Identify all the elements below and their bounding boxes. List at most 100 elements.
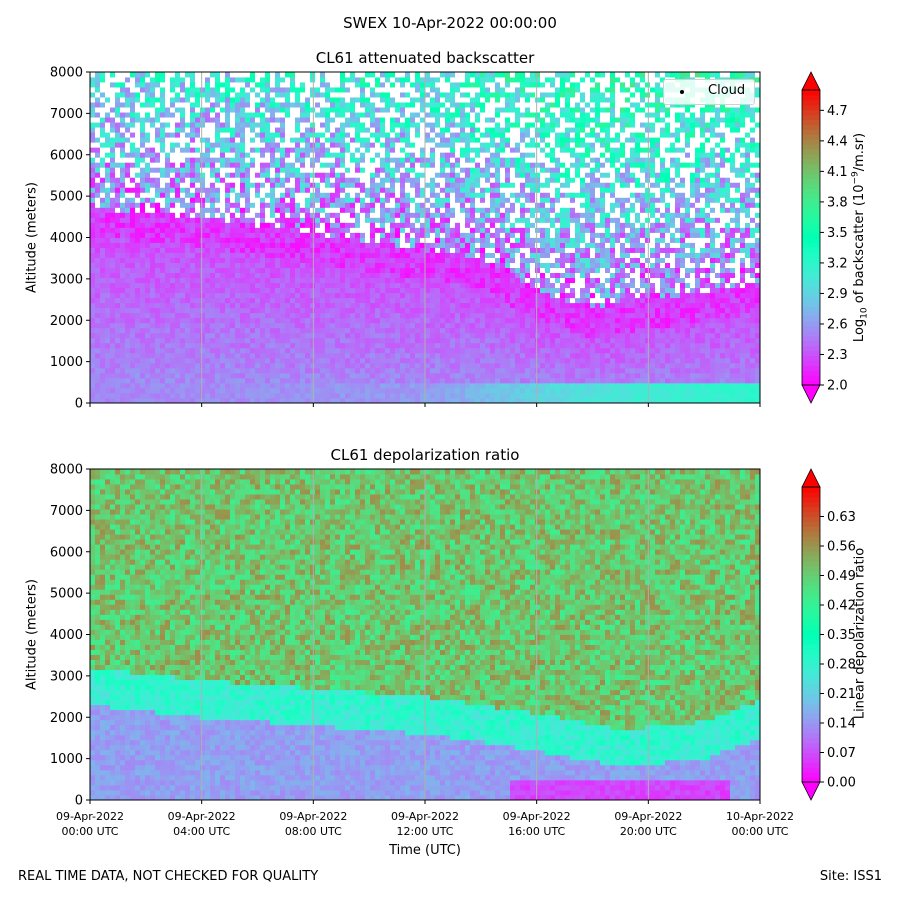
heatmap-cell: [350, 262, 356, 268]
heatmap-cell: [290, 212, 296, 218]
heatmap-cell: [410, 167, 416, 173]
heatmap-cell: [410, 137, 416, 143]
heatmap-cell: [340, 167, 346, 173]
heatmap-cell: [445, 332, 451, 339]
heatmap-cell: [330, 152, 336, 158]
heatmap-cell: [345, 377, 351, 384]
heatmap-cell: [340, 307, 346, 314]
heatmap-cell: [325, 262, 331, 268]
heatmap-cell: [125, 392, 131, 399]
heatmap-cell: [365, 197, 371, 203]
heatmap-cell: [445, 382, 451, 389]
heatmap-cell: [120, 207, 126, 213]
heatmap-cell: [285, 122, 291, 128]
heatmap-cell: [360, 222, 366, 228]
heatmap-cell: [445, 197, 451, 203]
heatmap-cell: [330, 242, 336, 248]
heatmap-cell: [205, 77, 211, 83]
heatmap-cell: [120, 152, 126, 158]
heatmap-cell: [235, 237, 241, 243]
heatmap-cell: [290, 147, 296, 153]
heatmap-cell: [265, 252, 271, 258]
heatmap-cell: [370, 232, 376, 238]
heatmap-cell: [370, 212, 376, 218]
heatmap-cell: [325, 102, 331, 108]
heatmap-cell: [200, 217, 206, 223]
heatmap-cell: [160, 252, 166, 258]
heatmap-cell: [165, 332, 171, 339]
heatmap-cell: [345, 382, 351, 389]
heatmap-cell: [245, 132, 251, 138]
heatmap-cell: [230, 167, 236, 173]
heatmap-cell: [215, 187, 221, 193]
heatmap-cell: [95, 372, 101, 379]
heatmap-cell: [270, 382, 276, 389]
heatmap-cell: [140, 307, 146, 314]
heatmap-cell: [330, 122, 336, 128]
heatmap-cell: [180, 72, 186, 78]
heatmap-cell: [290, 282, 296, 289]
heatmap-cell: [110, 242, 116, 248]
heatmap-cell: [400, 297, 406, 304]
heatmap-cell: [180, 357, 186, 364]
heatmap-cell: [90, 102, 96, 108]
heatmap-cell: [400, 307, 406, 314]
heatmap-cell: [360, 112, 366, 118]
heatmap-cell: [440, 332, 446, 339]
heatmap-cell: [155, 257, 161, 263]
heatmap-cell: [230, 82, 236, 88]
heatmap-cell: [260, 147, 266, 153]
heatmap-cell: [255, 252, 261, 258]
heatmap-cell: [275, 327, 281, 334]
heatmap-cell: [410, 372, 416, 379]
heatmap-cell: [125, 247, 131, 253]
heatmap-cell: [175, 162, 181, 168]
heatmap-cell: [455, 72, 461, 78]
heatmap-cell: [235, 197, 241, 203]
heatmap-cell: [330, 342, 336, 349]
heatmap-cell: [290, 117, 296, 123]
heatmap-cell: [255, 242, 261, 248]
heatmap-cell: [225, 87, 231, 93]
heatmap-cell: [165, 287, 171, 294]
heatmap-cell: [405, 242, 411, 248]
heatmap-cell: [335, 262, 341, 268]
heatmap-cell: [440, 347, 446, 354]
heatmap-cell: [290, 387, 296, 394]
heatmap-cell: [145, 347, 151, 354]
heatmap-cell: [215, 147, 221, 153]
heatmap-cell: [125, 202, 131, 208]
heatmap-cell: [150, 247, 156, 253]
heatmap-cell: [420, 197, 426, 203]
heatmap-cell: [125, 187, 131, 193]
heatmap-cell: [405, 117, 411, 123]
heatmap-cell: [445, 257, 451, 263]
heatmap-cell: [245, 397, 251, 403]
heatmap-cell: [360, 247, 366, 253]
heatmap-cell: [380, 392, 386, 399]
heatmap-cell: [320, 72, 326, 78]
heatmap-cell: [375, 177, 381, 183]
heatmap-cell: [280, 357, 286, 364]
heatmap-cell: [425, 237, 431, 243]
heatmap-cell: [320, 202, 326, 208]
heatmap-cell: [445, 237, 451, 243]
heatmap-cell: [235, 122, 241, 128]
heatmap-cell: [300, 277, 306, 284]
heatmap-cell: [305, 332, 311, 339]
heatmap-cell: [325, 387, 331, 394]
heatmap-cell: [160, 242, 166, 248]
heatmap-cell: [415, 82, 421, 88]
heatmap-cell: [155, 277, 161, 284]
heatmap-cell: [205, 387, 211, 394]
heatmap-cell: [410, 337, 416, 344]
heatmap-cell: [155, 72, 161, 78]
heatmap-cell: [105, 327, 111, 334]
heatmap-cell: [350, 77, 356, 83]
heatmap-cell: [430, 177, 436, 183]
heatmap-cell: [300, 167, 306, 173]
heatmap-cell: [435, 322, 441, 329]
heatmap-cell: [215, 247, 221, 253]
heatmap-cell: [120, 187, 126, 193]
heatmap-cell: [135, 192, 141, 198]
